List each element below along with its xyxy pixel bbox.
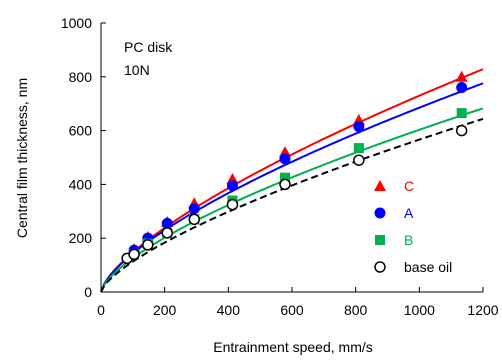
y-tick-label: 400 [69, 176, 93, 192]
x-tick-label: 600 [280, 302, 304, 318]
legend-label: A [404, 205, 414, 221]
x-axis-title: Entrainment speed, mm/s [213, 339, 373, 355]
data-point-base-oil [142, 239, 154, 251]
data-point-base-oil [455, 124, 468, 137]
x-tick-label: 1000 [404, 302, 435, 318]
x-tick-label: 200 [153, 302, 177, 318]
y-tick-label: 600 [69, 123, 93, 139]
legend-label: B [404, 232, 413, 248]
annotation-line-1: PC disk [124, 39, 173, 55]
data-point-C [455, 70, 468, 82]
y-axis-title: Central film thickness, nm [14, 78, 30, 238]
legend-marker-base-oil [374, 261, 386, 273]
data-point-base-oil [161, 227, 173, 239]
legend-marker-B [375, 235, 385, 245]
data-point-A [226, 180, 238, 192]
x-tick-label: 400 [217, 302, 241, 318]
x-tick-label: 0 [97, 302, 105, 318]
y-tick-label: 1000 [61, 15, 92, 31]
legend-marker-A [374, 207, 386, 219]
data-point-base-oil [279, 178, 291, 191]
data-point-B [279, 172, 290, 183]
fit-curve-base-oil [100, 117, 484, 293]
data-point-A [188, 203, 200, 215]
data-point-B [456, 108, 467, 119]
legend-marker-C [374, 180, 386, 191]
legend-label: base oil [404, 259, 452, 275]
y-tick-label: 0 [84, 284, 92, 300]
x-tick-label: 800 [344, 302, 368, 318]
data-point-A [161, 217, 173, 229]
data-point-base-oil [353, 154, 365, 166]
annotation-line-2: 10N [124, 62, 150, 78]
data-point-A [456, 82, 468, 94]
data-point-B [353, 143, 364, 154]
plot-area: 0 200 400 600 800 1000 1200 0 200 400 600 800 1000 [61, 15, 499, 318]
data-point-A [353, 121, 365, 133]
y-tick-label: 800 [69, 69, 93, 85]
x-tick-label: 1200 [467, 302, 498, 318]
legend-label: C [404, 178, 414, 194]
y-tick-label: 200 [69, 230, 93, 246]
data-point-base-oil [128, 248, 140, 261]
data-point-base-oil [226, 198, 239, 211]
data-point-A [279, 153, 291, 165]
data-point-base-oil [188, 213, 201, 226]
